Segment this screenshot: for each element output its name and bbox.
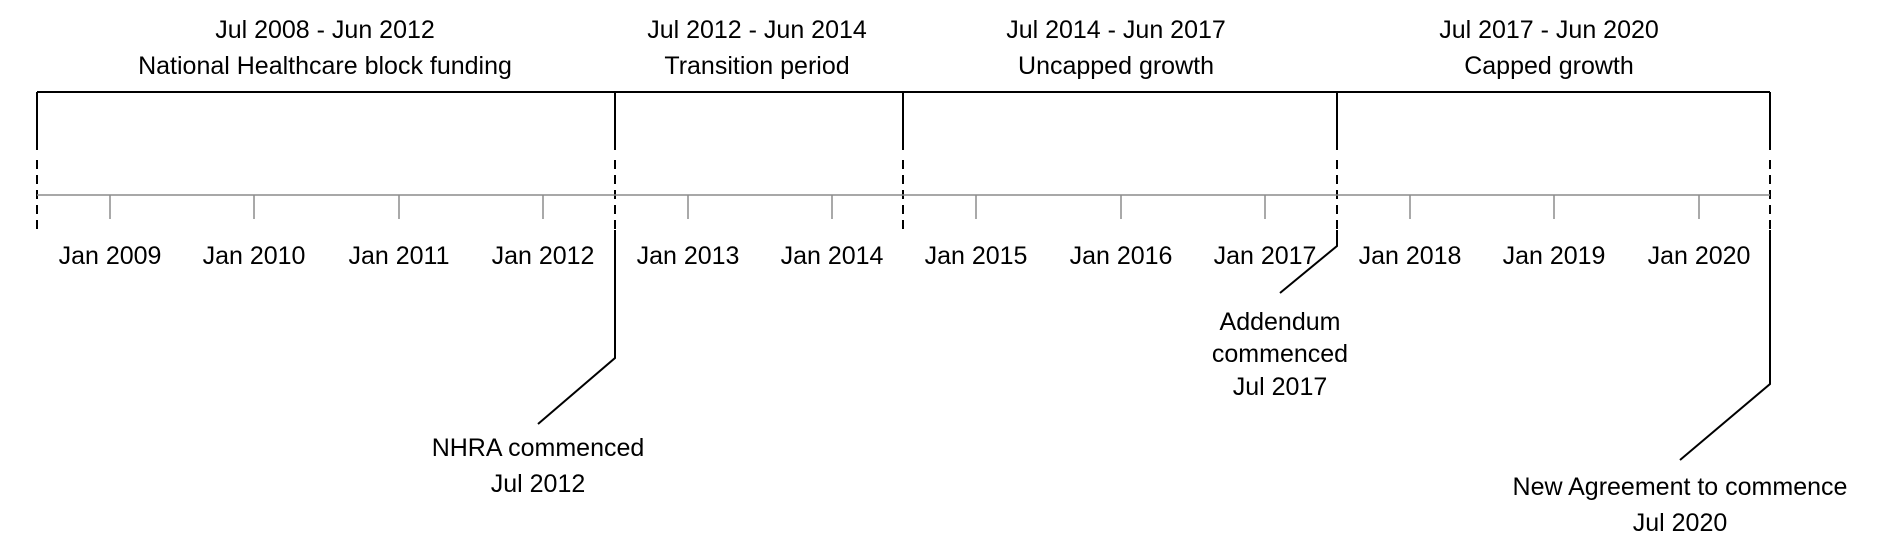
callout-line-addendum bbox=[1279, 230, 1338, 294]
tick-label-jan-2010: Jan 2010 bbox=[203, 242, 306, 270]
tick-label-jan-2014: Jan 2014 bbox=[781, 242, 884, 270]
callout-line-nhra bbox=[537, 230, 616, 425]
period-range-2: Jul 2012 - Jun 2014 bbox=[647, 16, 867, 44]
period-name-3: Uncapped growth bbox=[1018, 52, 1214, 80]
tick-label-jan-2011: Jan 2011 bbox=[348, 242, 449, 270]
period-name-4: Capped growth bbox=[1464, 52, 1634, 80]
tick-label-jan-2015: Jan 2015 bbox=[925, 242, 1028, 270]
callout-line-new-agreement bbox=[1679, 230, 1771, 461]
event-date-new-agreement: Jul 2020 bbox=[1633, 509, 1728, 537]
event-label-nhra: NHRA commenced bbox=[432, 434, 645, 462]
tick-label-jan-2016: Jan 2016 bbox=[1070, 242, 1173, 270]
tick-label-jan-2013: Jan 2013 bbox=[637, 242, 740, 270]
period-range-3: Jul 2014 - Jun 2017 bbox=[1006, 16, 1226, 44]
period-range-1: Jul 2008 - Jun 2012 bbox=[215, 16, 435, 44]
period-name-2: Transition period bbox=[664, 52, 849, 80]
tick-label-jan-2020: Jan 2020 bbox=[1648, 242, 1751, 270]
event-label-addendum-line-2: commenced bbox=[1212, 340, 1348, 368]
period-range-4: Jul 2017 - Jun 2020 bbox=[1439, 16, 1659, 44]
tick-label-jan-2012: Jan 2012 bbox=[492, 242, 595, 270]
tick-label-jan-2018: Jan 2018 bbox=[1359, 242, 1462, 270]
event-label-addendum-line-1: Addendum bbox=[1220, 308, 1341, 336]
event-label-new-agreement: New Agreement to commence bbox=[1513, 473, 1848, 501]
tick-label-jan-2009: Jan 2009 bbox=[59, 242, 162, 270]
event-date-nhra: Jul 2012 bbox=[491, 470, 586, 498]
tick-label-jan-2019: Jan 2019 bbox=[1503, 242, 1606, 270]
event-date-addendum: Jul 2017 bbox=[1233, 373, 1328, 401]
period-name-1: National Healthcare block funding bbox=[138, 52, 512, 80]
tick-label-jan-2017: Jan 2017 bbox=[1214, 242, 1317, 270]
